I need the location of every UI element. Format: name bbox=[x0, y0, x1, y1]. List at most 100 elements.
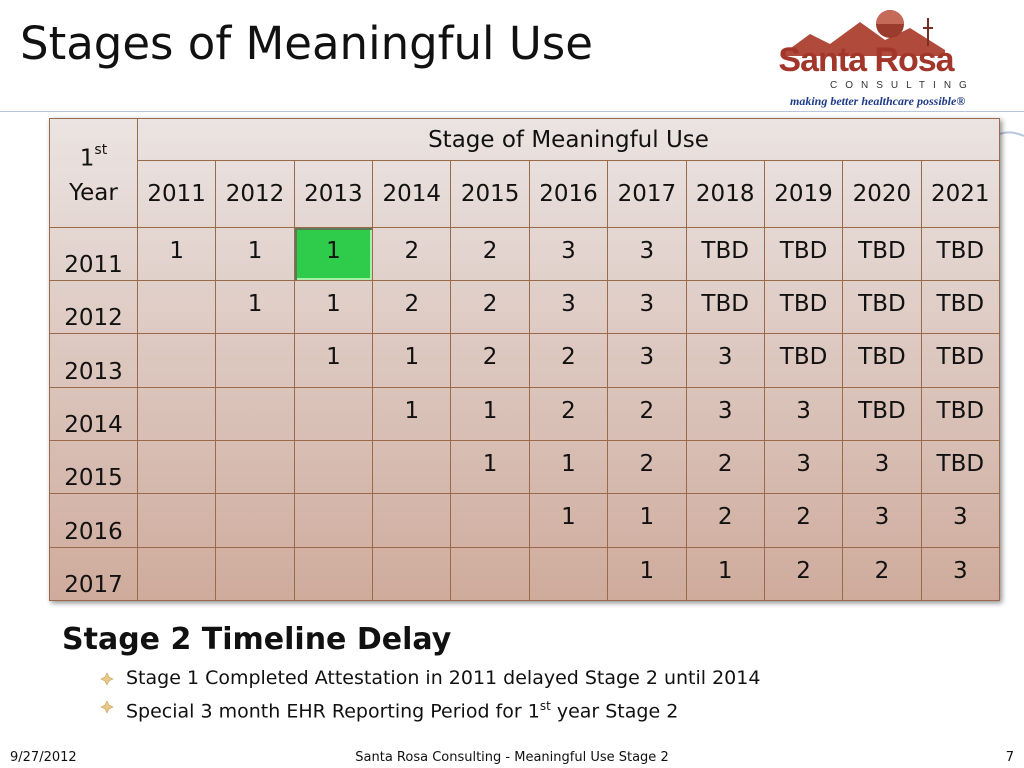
stage-cell bbox=[450, 546, 530, 602]
year-header-2017: 2017 bbox=[607, 160, 687, 228]
stage-cell: 3 bbox=[528, 226, 609, 282]
stage-cell bbox=[372, 546, 452, 602]
stage-cell: 2 bbox=[450, 333, 530, 388]
stage-cell bbox=[215, 493, 295, 548]
bullet-list: Stage 1 Completed Attestation in 2011 de… bbox=[100, 664, 760, 725]
stage-cell: TBD bbox=[920, 386, 1001, 441]
stage-cell: 2 bbox=[763, 493, 844, 548]
stage-cell bbox=[293, 493, 374, 548]
stage-cell: 1 bbox=[685, 546, 765, 602]
stage-cell bbox=[136, 493, 217, 548]
first-year-number: 1 bbox=[79, 145, 95, 172]
stage-cell: TBD bbox=[842, 226, 922, 282]
stage-cell bbox=[215, 546, 295, 602]
stage-cell bbox=[293, 439, 374, 495]
row-year-label: 2014 bbox=[49, 386, 138, 441]
stage-cell bbox=[136, 439, 217, 495]
table-row: 2014 1 1 2 2 3 3 TBD TBD bbox=[49, 386, 1001, 441]
stage-cell: 3 bbox=[920, 493, 1001, 548]
stage-cell: TBD bbox=[920, 226, 1001, 282]
stage-cell: 3 bbox=[607, 333, 687, 388]
stage-cell: 2 bbox=[842, 546, 922, 602]
row-year-label: 2011 bbox=[49, 226, 138, 282]
stage-cell: 1 bbox=[293, 279, 374, 335]
stage-cell: 1 bbox=[136, 226, 217, 282]
table-row: 2017 1 1 2 2 3 bbox=[49, 546, 1001, 602]
stage-cell: 3 bbox=[763, 386, 844, 441]
table-row: 2016 1 1 2 2 3 3 bbox=[49, 493, 1001, 548]
row-year-label: 2013 bbox=[49, 333, 138, 388]
first-year-word: Year bbox=[69, 179, 118, 206]
year-header-2011: 2011 bbox=[136, 160, 217, 228]
stage-cell: 3 bbox=[607, 226, 687, 282]
stage-cell bbox=[372, 493, 452, 548]
stage-cell bbox=[293, 546, 374, 602]
table-row: 2012 1 1 2 2 3 3 TBD TBD TBD TBD bbox=[49, 279, 1001, 335]
stage-cell: 1 bbox=[450, 439, 530, 495]
logo-consulting: CONSULTING bbox=[830, 80, 975, 91]
stage-cell bbox=[136, 333, 217, 388]
stage-cell: 2 bbox=[450, 279, 530, 335]
logo-tagline: making better healthcare possible® bbox=[790, 94, 966, 108]
stage-cell bbox=[215, 386, 295, 441]
bullet-item: Special 3 month EHR Reporting Period for… bbox=[100, 692, 760, 725]
stage-grid: 1st Year Stage of Meaningful Use 2011 201… bbox=[49, 117, 1001, 602]
diamond-bullet-icon bbox=[100, 700, 114, 714]
stage-cell: TBD bbox=[920, 279, 1001, 335]
stage-cell: 1 bbox=[215, 226, 295, 282]
stage-cell: TBD bbox=[920, 439, 1001, 495]
stage-cell: TBD bbox=[763, 226, 844, 282]
stage-cell: 2 bbox=[607, 386, 687, 441]
stage-cell: 1 bbox=[528, 493, 609, 548]
stage-cell: 3 bbox=[842, 493, 922, 548]
diamond-bullet-icon bbox=[100, 672, 114, 686]
year-header-2013: 2013 bbox=[293, 160, 374, 228]
stage-cell: 2 bbox=[528, 386, 609, 441]
stage-cell: TBD bbox=[842, 279, 922, 335]
footer-date: 9/27/2012 bbox=[10, 750, 77, 765]
stage-cell: 2 bbox=[685, 493, 765, 548]
year-header-2015: 2015 bbox=[450, 160, 530, 228]
header-divider bbox=[0, 111, 1024, 112]
stage-cell: 2 bbox=[763, 546, 844, 602]
stage-cell: 1 bbox=[372, 333, 452, 388]
bullet-sup: st bbox=[539, 699, 551, 713]
table-row: 2015 1 1 2 2 3 3 TBD bbox=[49, 439, 1001, 495]
stage-cell: 1 bbox=[215, 279, 295, 335]
stage-cell: TBD bbox=[920, 333, 1001, 388]
stage-cell: TBD bbox=[842, 386, 922, 441]
stage-cell: TBD bbox=[763, 333, 844, 388]
stage-cell: 2 bbox=[685, 439, 765, 495]
meaningful-use-table: 1st Year Stage of Meaningful Use 2011 201… bbox=[49, 117, 1001, 602]
row-year-label: 2017 bbox=[49, 546, 138, 602]
stage-cell: 3 bbox=[607, 279, 687, 335]
stage-cell: 2 bbox=[450, 226, 530, 282]
stage-cell: 1 bbox=[528, 439, 609, 495]
footer-title: Santa Rosa Consulting - Meaningful Use S… bbox=[355, 750, 669, 765]
stage-cell: TBD bbox=[685, 226, 765, 282]
bullet-text-pre: Special 3 month EHR Reporting Period for… bbox=[126, 700, 540, 723]
bullet-text-post: year Stage 2 bbox=[550, 700, 679, 723]
decorative-curve bbox=[1000, 131, 1024, 137]
table-row: 2013 1 1 2 2 3 3 TBD TBD TBD bbox=[49, 333, 1001, 388]
stage-cell bbox=[450, 493, 530, 548]
year-header-2014: 2014 bbox=[372, 160, 452, 228]
stage-cell: 3 bbox=[528, 279, 609, 335]
stage-cell bbox=[136, 386, 217, 441]
stage-cell: 2 bbox=[372, 226, 452, 282]
stage-cell: 2 bbox=[528, 333, 609, 388]
year-header-2021: 2021 bbox=[920, 160, 1001, 228]
stage-cell: 2 bbox=[607, 439, 687, 495]
bullet-text: Stage 1 Completed Attestation in 2011 de… bbox=[126, 667, 761, 689]
stage-cell bbox=[528, 546, 609, 602]
stage-cell: 3 bbox=[685, 333, 765, 388]
year-header-2018: 2018 bbox=[685, 160, 765, 228]
logo-name: Santa Rosa bbox=[778, 41, 954, 79]
stage-cell: 1 bbox=[607, 546, 687, 602]
stage-cell: 3 bbox=[763, 439, 844, 495]
stage-cell: 1 bbox=[450, 386, 530, 441]
row-year-label: 2012 bbox=[49, 279, 138, 335]
stage-cell bbox=[215, 439, 295, 495]
stage-cell bbox=[136, 546, 217, 602]
stage-cell: 1 bbox=[607, 493, 687, 548]
